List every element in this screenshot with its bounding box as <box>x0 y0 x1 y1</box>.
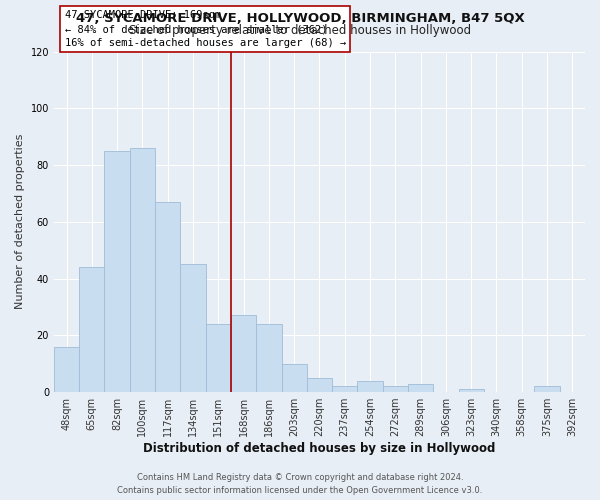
Bar <box>383 386 408 392</box>
Bar <box>206 324 231 392</box>
Text: 47 SYCAMORE DRIVE: 169sqm
← 84% of detached houses are smaller (362)
16% of semi: 47 SYCAMORE DRIVE: 169sqm ← 84% of detac… <box>65 10 346 48</box>
Bar <box>408 384 433 392</box>
Bar <box>256 324 281 392</box>
Bar <box>458 389 484 392</box>
Text: Contains HM Land Registry data © Crown copyright and database right 2024.
Contai: Contains HM Land Registry data © Crown c… <box>118 473 482 495</box>
Y-axis label: Number of detached properties: Number of detached properties <box>15 134 25 310</box>
Text: 47, SYCAMORE DRIVE, HOLLYWOOD, BIRMINGHAM, B47 5QX: 47, SYCAMORE DRIVE, HOLLYWOOD, BIRMINGHA… <box>76 12 524 26</box>
Bar <box>535 386 560 392</box>
Bar <box>281 364 307 392</box>
Bar <box>358 380 383 392</box>
Bar <box>332 386 358 392</box>
Bar <box>79 267 104 392</box>
Bar <box>54 346 79 392</box>
X-axis label: Distribution of detached houses by size in Hollywood: Distribution of detached houses by size … <box>143 442 496 455</box>
Bar <box>104 151 130 392</box>
Bar <box>155 202 181 392</box>
Bar <box>130 148 155 392</box>
Bar <box>231 316 256 392</box>
Bar <box>181 264 206 392</box>
Text: Size of property relative to detached houses in Hollywood: Size of property relative to detached ho… <box>129 24 471 37</box>
Bar <box>307 378 332 392</box>
